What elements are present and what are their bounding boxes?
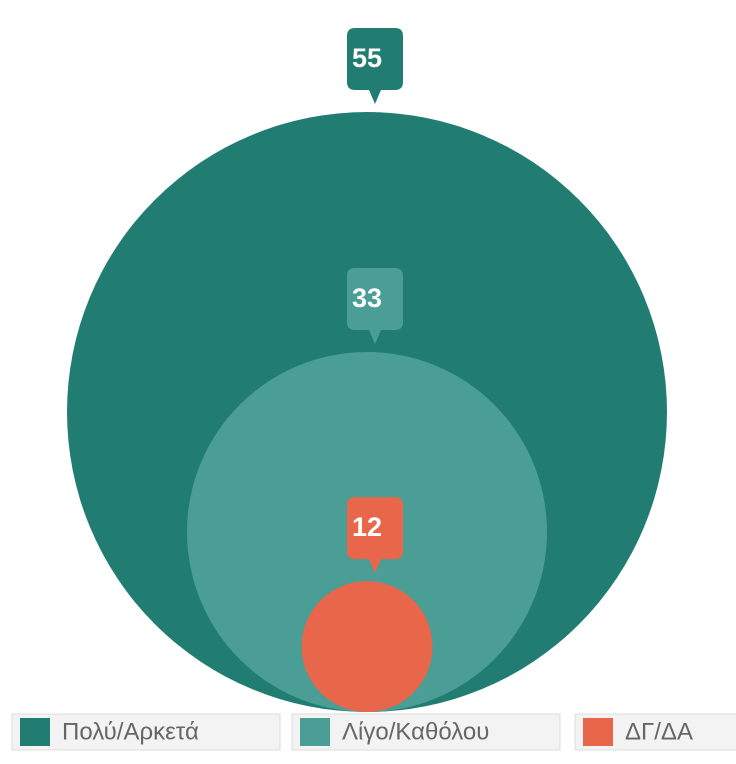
data-label: 12 (352, 512, 382, 542)
label-callout (339, 497, 403, 574)
legend-swatch (20, 718, 50, 746)
label-callout (339, 28, 403, 104)
legend-label: ΔΓ/ΔΑ (625, 718, 693, 745)
legend-swatch (300, 718, 330, 746)
legend-label: Πολύ/Αρκετά (62, 718, 199, 745)
legend-label: Λίγο/Καθόλου (342, 718, 489, 745)
bubble (301, 581, 433, 712)
legend-item-bg (291, 713, 561, 751)
data-label: 33 (352, 283, 382, 313)
data-label: 55 (352, 43, 382, 73)
legend-item-bg (11, 713, 281, 751)
legend-swatch (583, 718, 613, 746)
label-callout (339, 268, 403, 344)
